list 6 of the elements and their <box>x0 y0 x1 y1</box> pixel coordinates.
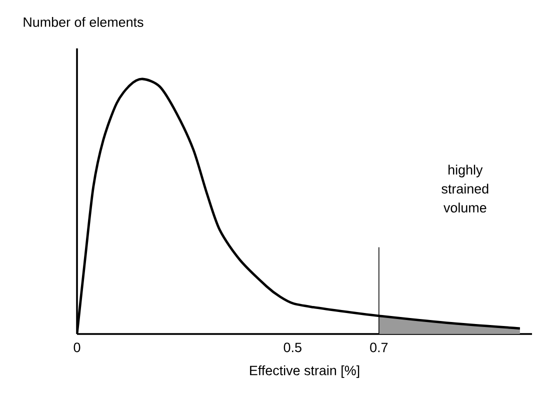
x-tick-label: 0 <box>74 342 80 352</box>
x-tick-label: 0.7 <box>370 342 388 352</box>
annotation: highly strained volume <box>442 164 488 213</box>
y-axis-title: Number of elements <box>24 17 144 27</box>
x-tick-label: 0.5 <box>284 342 302 352</box>
x-axis-title: Effective strain [%] <box>250 365 360 378</box>
